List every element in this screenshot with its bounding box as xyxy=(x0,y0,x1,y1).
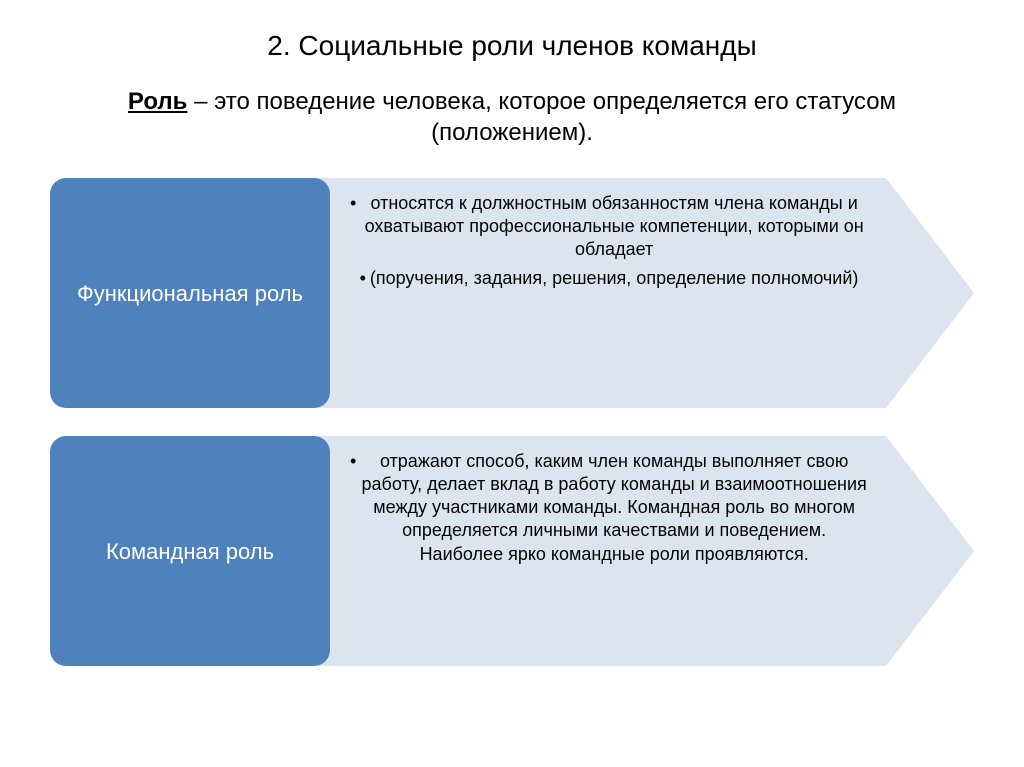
block-team: Командная роль •отражают способ, каким ч… xyxy=(50,436,974,666)
label-functional: Функциональная роль xyxy=(50,178,330,408)
arrow-head-icon xyxy=(886,178,974,408)
block-functional: Функциональная роль •относятся к должнос… xyxy=(50,178,974,408)
definition-text: Роль – это поведение человека, которое о… xyxy=(0,86,1024,178)
bullet-item: •отражают способ, каким член команды вып… xyxy=(350,450,868,565)
arrow-functional: •относятся к должностным обязанностям чл… xyxy=(318,178,974,408)
label-team: Командная роль xyxy=(50,436,330,666)
bullet-item: •относятся к должностным обязанностям чл… xyxy=(350,192,868,261)
arrow-body-functional: •относятся к должностным обязанностям чл… xyxy=(318,178,886,408)
blocks-container: Функциональная роль •относятся к должнос… xyxy=(0,178,1024,666)
arrow-head-icon xyxy=(886,436,974,666)
definition-term: Роль xyxy=(128,88,187,115)
definition-rest: – это поведение человека, которое опреде… xyxy=(187,88,896,146)
page-title: 2. Социальные роли членов команды xyxy=(0,0,1024,86)
bullet-item: •(поручения, задания, решения, определен… xyxy=(350,267,868,290)
arrow-body-team: •отражают способ, каким член команды вып… xyxy=(318,436,886,666)
arrow-team: •отражают способ, каким член команды вып… xyxy=(318,436,974,666)
